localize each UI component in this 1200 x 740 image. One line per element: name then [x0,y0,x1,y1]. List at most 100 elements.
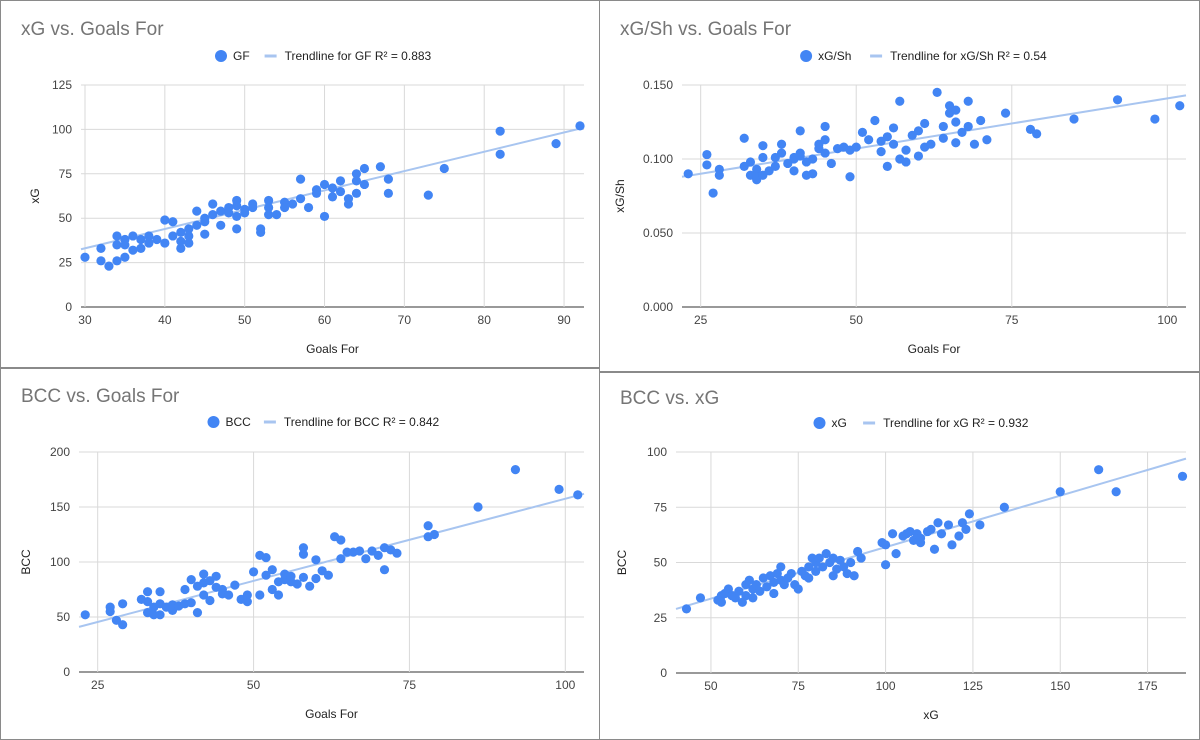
data-point [951,138,961,148]
data-point [808,154,818,164]
data-point [336,535,346,545]
data-point [327,192,338,202]
data-point [999,502,1009,512]
data-point [359,179,370,190]
data-point [758,141,768,151]
data-point [964,509,975,519]
x-tick-label: 30 [78,313,92,327]
data-point [876,147,886,157]
data-point [311,188,322,198]
data-point [954,531,964,541]
y-axis-label: BCC [19,549,33,575]
data-point [96,256,106,266]
data-point [769,577,779,587]
y-tick-label: 50 [57,610,71,624]
data-point [199,590,209,600]
data-point [423,190,433,200]
data-point [192,220,202,230]
legend: xG/Sh Trendline for xG/Sh R² = 0.54 [800,49,1047,63]
data-point [335,186,346,197]
data-point [118,620,128,630]
data-point [192,608,203,618]
data-point [184,231,194,241]
data-point [429,529,439,540]
data-point [112,240,122,250]
data-point [264,202,274,213]
data-point [128,245,138,255]
chart-title: BCC vs. Goals For [21,386,180,407]
data-point [695,593,706,603]
data-point [554,484,564,494]
legend-label-points: GF [233,49,250,63]
data-point [929,544,940,554]
data-point [473,502,483,512]
data-point [216,206,226,216]
data-point [373,550,383,560]
data-point [287,199,298,209]
data-point [311,573,321,584]
data-point [200,213,210,223]
data-point [870,115,880,126]
data-point [96,243,106,253]
data-point [168,231,178,241]
data-point [261,553,271,563]
data-point [279,202,290,213]
data-point [192,206,202,216]
data-point [105,602,115,612]
data-point [1175,101,1185,111]
data-point [913,151,924,161]
data-point [261,570,271,580]
data-point [343,194,354,204]
y-tick-label: 0.150 [643,78,673,92]
y-axis-label: BCC [615,550,629,576]
data-point [180,584,190,595]
data-point [264,195,274,206]
data-point [1112,95,1123,105]
data-point [814,553,824,563]
data-point [423,521,433,531]
data-point [255,590,265,600]
data-point [144,231,154,241]
data-point [361,554,371,564]
data-point [298,543,309,553]
legend-label-trendline: Trendline for BCC R² = 0.842 [284,415,440,429]
x-tick-label: 80 [478,313,492,327]
data-point [1055,487,1065,497]
data-point [232,224,242,234]
y-tick-label: 0 [63,665,70,679]
chart-svg: BCC vs. xG xG Trendline for xG R² = 0.932 0… [615,388,1188,722]
data-point [891,549,901,559]
y-tick-label: 200 [50,445,70,459]
data-point [776,148,787,158]
x-tick-label: 50 [238,313,252,327]
data-point [963,121,973,132]
chart-panel-bcc-vs-xg: BCC vs. xG xG Trendline for xG R² = 0.932 0… [599,372,1200,740]
data-point [1094,465,1104,475]
data-point [292,579,302,589]
data-point [976,115,986,126]
data-point [880,540,891,550]
x-tick-label: 75 [403,678,417,692]
data-point [232,211,242,222]
data-point [769,588,779,599]
data-point [820,148,830,158]
data-point [744,575,754,585]
data-point [112,256,122,266]
data-point [776,562,786,572]
data-point [305,581,315,591]
data-point [335,176,346,186]
y-tick-label: 75 [654,500,668,514]
legend: GF Trendline for GF R² = 0.883 [215,49,432,63]
data-point [808,169,818,179]
data-point [734,586,744,596]
data-point [882,161,892,171]
data-point [155,610,165,620]
y-tick-label: 50 [59,211,73,225]
data-point [1177,471,1188,481]
data-point [142,597,153,607]
legend: BCC Trendline for BCC R² = 0.842 [207,415,440,429]
data-point [776,139,787,149]
data-point [298,549,309,559]
legend-marker-points [800,50,813,62]
data-point [943,520,954,530]
